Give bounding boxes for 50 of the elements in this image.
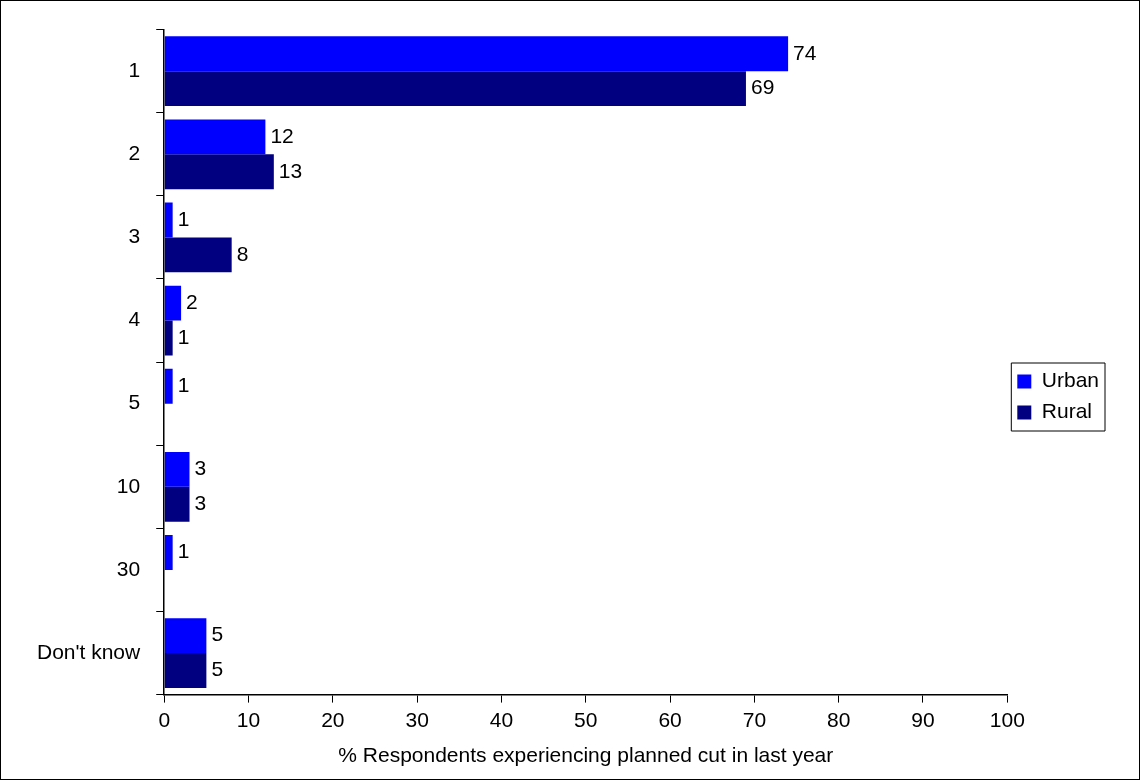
bar <box>164 154 274 190</box>
data-label: 69 <box>750 75 775 99</box>
bar <box>164 653 207 688</box>
y-tick-label: 4 <box>128 307 141 331</box>
x-tick-label: 30 <box>405 708 429 731</box>
data-label: 1 <box>177 373 190 396</box>
bar <box>164 36 789 72</box>
x-tick-label: 50 <box>574 708 598 731</box>
y-tick-label: 3 <box>128 224 141 248</box>
x-tick-label: 0 <box>158 708 171 731</box>
data-label: 13 <box>278 158 303 182</box>
y-tick-label: 30 <box>116 556 141 580</box>
bar <box>164 285 182 321</box>
x-axis-title: % Respondents experiencing planned cut in last year <box>338 743 834 767</box>
bar <box>164 451 190 487</box>
data-label: 1 <box>177 206 190 230</box>
y-tick-label: Don't know <box>36 639 142 663</box>
data-label: 8 <box>236 241 249 265</box>
data-label: 3 <box>194 456 207 480</box>
data-label: 5 <box>211 622 224 646</box>
y-tick-label: 1 <box>128 57 141 81</box>
x-tick-label: 20 <box>321 708 345 731</box>
x-tick-label: 90 <box>911 708 935 731</box>
x-tick-label: 60 <box>658 708 682 731</box>
legend-label: Rural <box>1041 399 1092 423</box>
x-tick-label: 40 <box>489 708 514 731</box>
data-label: 2 <box>186 289 198 313</box>
data-label: 12 <box>270 123 294 147</box>
bar <box>164 119 266 155</box>
data-label: 74 <box>793 40 817 64</box>
y-tick-label: 5 <box>128 390 141 414</box>
x-tick-label: 10 <box>236 708 261 731</box>
legend-label: Urban <box>1041 368 1100 392</box>
bar <box>164 368 173 404</box>
data-label: 3 <box>194 491 207 515</box>
bar <box>164 71 746 107</box>
x-tick-label: 100 <box>989 708 1025 731</box>
bar <box>164 202 173 238</box>
data-label: 1 <box>177 324 190 348</box>
bar <box>164 486 190 522</box>
bar <box>164 535 173 570</box>
x-tick-label: 80 <box>827 708 851 731</box>
data-label: 1 <box>177 539 190 563</box>
y-tick-label: 10 <box>116 473 141 497</box>
bar <box>164 320 173 356</box>
bar <box>164 618 207 654</box>
x-tick-label: 70 <box>742 708 767 731</box>
bar <box>164 237 232 273</box>
data-label: 5 <box>211 657 224 681</box>
y-tick-label: 2 <box>128 141 141 165</box>
